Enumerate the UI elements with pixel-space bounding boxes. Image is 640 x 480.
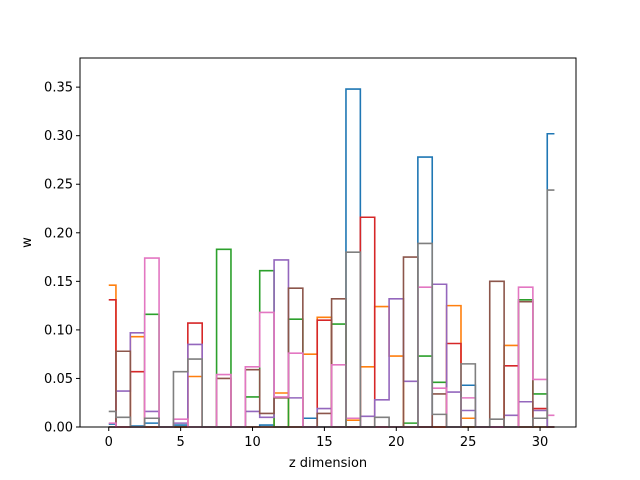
axes-frame: [79, 57, 577, 428]
plot-area: [108, 88, 555, 428]
x-axis-label: z dimension: [289, 456, 367, 471]
y-tick-label: 0.20: [44, 226, 73, 241]
x-tick-label: 15: [316, 435, 333, 450]
y-tick-label: 0.05: [44, 372, 73, 387]
y-tick-label: 0.10: [44, 323, 73, 338]
y-tick-label: 0.00: [44, 421, 73, 436]
x-axis: 0 5 10 15 20 25 30: [105, 427, 549, 450]
x-tick-label: 20: [388, 435, 405, 450]
y-axis-label: w: [20, 237, 35, 248]
y-axis: 0.00 0.05 0.10 0.15 0.20 0.25 0.30 0.35: [44, 81, 80, 436]
y-tick-label: 0.15: [44, 275, 73, 290]
y-tick-label: 0.35: [44, 81, 73, 96]
x-tick-label: 0: [105, 435, 113, 450]
y-tick-label: 0.30: [44, 129, 73, 144]
x-tick-label: 30: [532, 435, 549, 450]
x-tick-label: 25: [460, 435, 477, 450]
x-tick-label: 5: [176, 435, 184, 450]
x-tick-label: 10: [244, 435, 261, 450]
y-tick-label: 0.25: [44, 178, 73, 193]
